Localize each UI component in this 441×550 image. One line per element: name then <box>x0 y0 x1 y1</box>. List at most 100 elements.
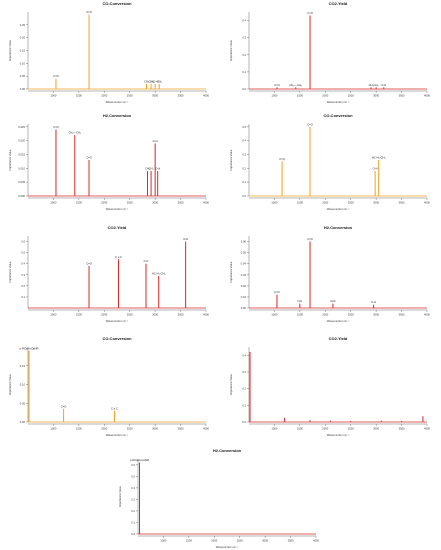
y-axis-label: Importance Value <box>229 261 233 282</box>
x-tick-label: 1500 <box>76 427 82 431</box>
peak-label: CH₂—CH₃ <box>289 83 302 87</box>
peak-label: O-H <box>153 139 158 143</box>
x-tick-label: 3500 <box>399 313 405 317</box>
x-tick-label: 4000 <box>203 427 209 431</box>
peak-label: C ≡ C <box>111 406 118 410</box>
y-tick-label: 0.06 <box>241 240 247 244</box>
y-axis-label: Importance Value <box>229 374 233 395</box>
x-tick-label: 2000 <box>101 427 107 431</box>
x-tick-label: 1500 <box>76 201 82 205</box>
y-tick-label: 0.0 <box>242 194 246 198</box>
y-tick-label: 0.1 <box>242 70 246 74</box>
x-tick-label: 2500 <box>237 539 243 543</box>
y-axis-label: Importance Value <box>229 40 233 61</box>
chart-panel-co2-yield-3: CO2.Yield 1000 1500 2000 2500 3000 3500 4000 0.0… <box>221 335 441 438</box>
x-axis-label: Wavenumber cm⁻¹ <box>327 433 350 437</box>
y-tick-label: 0.025 <box>18 125 25 129</box>
peak-label: p-RC≡H+C≡NR <box>130 458 149 462</box>
x-tick-label: 2500 <box>127 313 133 317</box>
y-tick-label: 0.4 <box>131 486 135 490</box>
x-tick-label: 1000 <box>271 201 277 205</box>
y-tick-label: 0.5 <box>131 474 135 478</box>
y-tick-label: 0.15 <box>20 49 26 53</box>
y-tick-label: 0.1 <box>131 520 135 524</box>
y-tick-label: 0.05 <box>20 74 26 78</box>
x-tick-label: 2000 <box>322 94 328 98</box>
y-tick-label: 0.2 <box>21 284 25 288</box>
x-tick-label: 4000 <box>424 94 430 98</box>
y-axis-label: Importance Value <box>8 149 12 170</box>
x-tick-label: 2000 <box>101 94 107 98</box>
x-tick-label: 1500 <box>186 539 192 543</box>
y-tick-label: 0.005 <box>18 180 25 184</box>
y-tick-label: 0.010 <box>18 166 25 170</box>
x-tick-label: 2000 <box>211 539 217 543</box>
peak-label: C=O <box>279 157 285 161</box>
x-tick-label: 3500 <box>288 539 294 543</box>
x-tick-label: 2500 <box>348 94 354 98</box>
peak-label: CH₃ <box>149 79 154 83</box>
x-tick-label: 1000 <box>160 539 166 543</box>
y-axis-label: Importance Value <box>8 374 12 395</box>
peak-label: CH₂—CH₃ <box>68 131 81 135</box>
y-tick-label: 0.02 <box>241 284 247 288</box>
y-tick-label: 0.3 <box>131 497 135 501</box>
x-tick-label: 4000 <box>424 427 430 431</box>
x-tick-label: 3500 <box>178 201 184 205</box>
x-tick-label: 2500 <box>127 94 133 98</box>
peak-label: N-H <box>297 299 302 303</box>
x-tick-label: 3000 <box>152 201 158 205</box>
peak-label: CH₃ <box>149 167 154 171</box>
x-axis-label: Wavenumber cm⁻¹ <box>327 207 350 211</box>
y-tick-label: 0.2 <box>242 53 246 57</box>
chart-panel-h2-conversion-1: H2.Conversion 1000 1500 2000 2500 3000 3500 400… <box>0 112 220 212</box>
x-tick-label: 3500 <box>178 427 184 431</box>
y-axis-label: Importance Value <box>8 40 12 61</box>
y-tick-label: 0.4 <box>242 19 246 23</box>
y-tick-label: 0.00 <box>20 87 26 91</box>
x-axis-label: Wavenumber cm⁻¹ <box>106 433 129 437</box>
peak-label: -CH₃ <box>156 79 162 83</box>
peak-label: p-RC≡H+C≡NR <box>20 346 39 350</box>
chart-svg: H2.Conversion 1000 1500 2000 2500 3000 3500 400… <box>229 225 430 323</box>
x-tick-label: 2500 <box>348 201 354 205</box>
chart-svg: CO2.Yield 1000 1500 2000 2500 3000 3500 4000 0.0… <box>229 1 430 104</box>
y-tick-label: 0.3 <box>242 152 246 156</box>
y-tick-label: 0.20 <box>20 36 26 40</box>
y-tick-label: 0.6 <box>131 463 135 467</box>
x-tick-label: 2000 <box>322 201 328 205</box>
peak-label: C=O <box>307 237 313 241</box>
x-tick-label: 1000 <box>271 313 277 317</box>
y-tick-label: 0.5 <box>21 251 25 255</box>
y-tick-label: 0.03 <box>241 273 247 277</box>
y-axis-label: Importance Value <box>229 149 233 170</box>
peak-label: O-H <box>183 237 188 241</box>
chart-panel-h2-conversion-3: H2.Conversion 1000 1500 2000 2500 3000 3500 400… <box>110 447 330 550</box>
x-tick-label: 3000 <box>152 94 158 98</box>
y-tick-label: 0.020 <box>18 139 25 143</box>
y-tick-label: 0.00 <box>20 420 26 424</box>
x-tick-label: 4000 <box>203 94 209 98</box>
x-tick-label: 4000 <box>424 201 430 205</box>
peak-label: C ≡ C <box>115 255 122 259</box>
peak-label: C=O <box>86 156 92 160</box>
chart-title: CO2.Yield <box>329 1 348 6</box>
y-tick-label: 0.2 <box>242 166 246 170</box>
y-axis-label: Importance Value <box>118 486 122 507</box>
peak-label: C=O <box>307 122 313 126</box>
x-tick-label: 1000 <box>50 427 56 431</box>
peak-label: C=O <box>86 10 92 14</box>
y-tick-label: 0.1 <box>21 295 25 299</box>
y-tick-label: 0.4 <box>21 262 25 266</box>
peak-label: C=O <box>86 261 92 265</box>
y-tick-label: 0.2 <box>131 509 135 513</box>
chart-title: H2.Conversion <box>213 448 242 453</box>
chart-title: CO2.Yield <box>108 225 127 230</box>
y-tick-label: 0.0 <box>242 87 246 91</box>
chart-svg: CO.Conversion 1000 1500 2000 2500 3000 3500 400… <box>229 113 430 211</box>
peak-label: CH₂ <box>145 167 150 171</box>
x-tick-label: 1500 <box>297 201 303 205</box>
x-axis-label: Wavenumber cm⁻¹ <box>216 545 239 549</box>
chart-panel-co-conversion-1: CO.Conversion 1000 1500 2000 2500 3000 3500 400… <box>0 0 220 105</box>
chart-title: CO.Conversion <box>323 113 353 118</box>
